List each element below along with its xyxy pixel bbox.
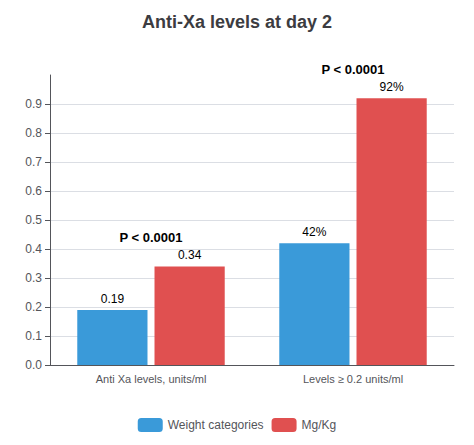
svg-text:Anti-Xa levels at day 2: Anti-Xa levels at day 2: [142, 12, 332, 32]
svg-text:0.34: 0.34: [178, 248, 202, 262]
svg-text:0.1: 0.1: [25, 329, 42, 343]
svg-text:Mg/Kg: Mg/Kg: [302, 418, 337, 432]
svg-text:0.5: 0.5: [25, 213, 42, 227]
svg-text:0.6: 0.6: [25, 184, 42, 198]
svg-text:0.2: 0.2: [25, 300, 42, 314]
svg-text:0.0: 0.0: [25, 358, 42, 372]
svg-text:42%: 42%: [302, 225, 326, 239]
svg-text:Weight categories: Weight categories: [168, 418, 264, 432]
svg-text:0.9: 0.9: [25, 97, 42, 111]
svg-text:0.19: 0.19: [101, 292, 125, 306]
svg-text:0.3: 0.3: [25, 271, 42, 285]
svg-text:P < 0.0001: P < 0.0001: [321, 62, 384, 77]
svg-text:0.7: 0.7: [25, 155, 42, 169]
svg-text:0.4: 0.4: [25, 242, 42, 256]
svg-text:Anti Xa levels, units/ml: Anti Xa levels, units/ml: [96, 373, 207, 385]
svg-text:Levels ≥ 0.2 units/ml: Levels ≥ 0.2 units/ml: [303, 373, 403, 385]
svg-text:92%: 92%: [380, 80, 404, 94]
svg-text:0.8: 0.8: [25, 126, 42, 140]
svg-text:P < 0.0001: P < 0.0001: [119, 230, 182, 245]
